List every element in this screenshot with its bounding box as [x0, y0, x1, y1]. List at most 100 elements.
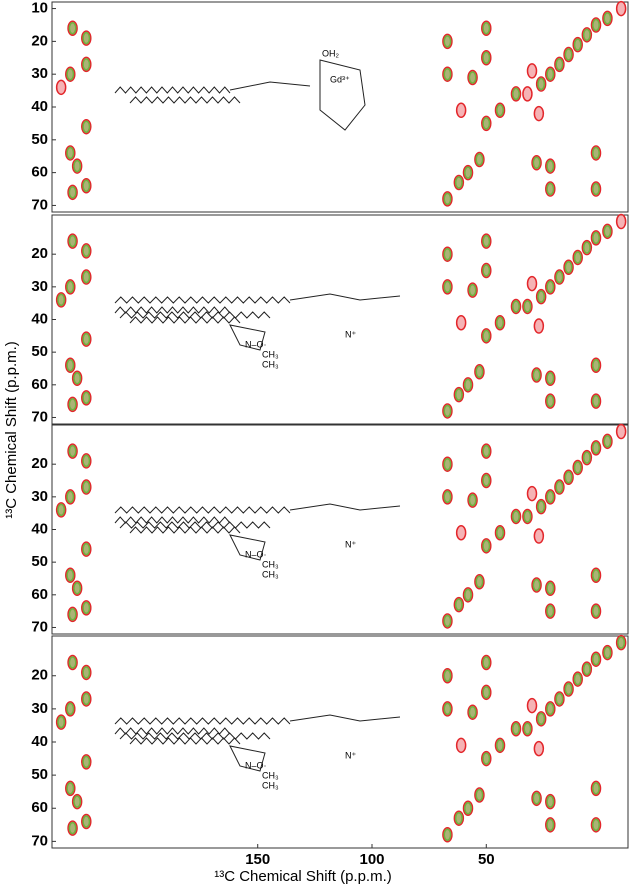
- peak: [482, 656, 491, 669]
- peak: [546, 795, 555, 808]
- peak: [482, 444, 491, 458]
- molecule-label: OH₂: [322, 48, 340, 58]
- peak: [592, 394, 600, 408]
- peak: [546, 490, 555, 504]
- peak: [592, 441, 600, 455]
- peak: [68, 234, 77, 248]
- peak: [464, 588, 472, 602]
- peak: [68, 444, 77, 458]
- molecule: Gd³⁺ OH₂: [114, 48, 366, 131]
- x-axis-label: ¹³C Chemical Shift (p.p.m.): [214, 868, 392, 885]
- peak: [482, 22, 491, 35]
- peak: [82, 454, 91, 468]
- molecule-label: CH₃: [262, 569, 279, 579]
- peak: [57, 503, 66, 517]
- peak: [68, 608, 77, 621]
- molecule-head: [229, 293, 401, 351]
- peak: [546, 280, 555, 294]
- x-tick-label: 150: [245, 851, 270, 868]
- peak: [526, 275, 538, 292]
- peak: [66, 280, 75, 294]
- molecule-bond: [129, 526, 241, 534]
- y-tick-label: 60: [31, 799, 48, 816]
- peak: [532, 156, 541, 170]
- peak: [573, 672, 582, 686]
- peak: [537, 77, 546, 91]
- peak: [468, 71, 477, 84]
- molecule-label: CH₃: [262, 359, 279, 369]
- peak: [82, 755, 91, 769]
- molecule-bond: [119, 732, 271, 740]
- peak: [454, 598, 463, 611]
- peak: [443, 192, 452, 206]
- peak: [582, 241, 591, 254]
- molecule-ring: [229, 59, 366, 131]
- peak: [82, 480, 91, 494]
- peak: [73, 372, 82, 385]
- peak: [443, 614, 452, 628]
- peak: [533, 318, 545, 334]
- y-tick-label: 30: [31, 700, 48, 717]
- molecule-label: CH₃: [262, 349, 279, 359]
- peak: [82, 332, 91, 346]
- peak: [564, 261, 573, 274]
- peak: [82, 120, 91, 133]
- peak: [592, 818, 600, 832]
- peak: [482, 686, 491, 699]
- peak: [68, 398, 77, 411]
- y-tick-label: 30: [31, 278, 48, 295]
- molecule-bond: [114, 306, 231, 314]
- peak: [468, 493, 477, 507]
- y-tick-label: 10: [31, 0, 48, 17]
- y-tick-label: 40: [31, 98, 48, 115]
- peak: [496, 104, 504, 117]
- peak: [482, 474, 491, 487]
- peak: [592, 652, 600, 666]
- peak: [603, 646, 612, 659]
- peak: [464, 166, 472, 179]
- peak: [564, 48, 573, 61]
- peak: [533, 740, 545, 757]
- molecule-label: N–O·: [245, 549, 267, 559]
- y-tick-label: 20: [31, 455, 48, 472]
- peak: [482, 539, 491, 553]
- peak: [523, 510, 532, 523]
- y-tick-label: 60: [31, 164, 48, 181]
- peak: [455, 525, 467, 541]
- peak: [66, 490, 75, 504]
- peak: [443, 490, 452, 504]
- peak: [443, 280, 452, 294]
- peak: [82, 270, 91, 284]
- molecule-label: CH₃: [262, 780, 279, 790]
- molecule-bond: [129, 96, 241, 104]
- peak: [555, 480, 564, 494]
- molecule-bond: [119, 521, 271, 529]
- x-tick-label: 100: [359, 851, 384, 868]
- peak: [512, 722, 520, 735]
- peak: [532, 368, 541, 382]
- peak: [455, 102, 467, 119]
- molecule-label: Gd³⁺: [330, 74, 350, 84]
- peak: [482, 117, 491, 130]
- y-tick-label: 70: [31, 618, 48, 635]
- peak: [82, 391, 91, 405]
- y-tick-label: 40: [31, 520, 48, 537]
- peak: [73, 795, 82, 808]
- molecule-label: CH₃: [262, 770, 279, 780]
- y-tick-label: 30: [31, 488, 48, 505]
- peak: [66, 358, 75, 372]
- peak: [512, 510, 520, 523]
- peak: [68, 821, 77, 835]
- molecule-head: [229, 503, 401, 561]
- peak: [555, 58, 564, 71]
- y-tick-label: 20: [31, 32, 48, 49]
- peak: [482, 329, 491, 343]
- peak: [443, 67, 452, 81]
- peak: [475, 365, 484, 378]
- peak: [546, 818, 555, 832]
- peak: [68, 656, 77, 669]
- molecule-label: CH₃: [262, 559, 279, 569]
- molecule-bond: [129, 737, 241, 745]
